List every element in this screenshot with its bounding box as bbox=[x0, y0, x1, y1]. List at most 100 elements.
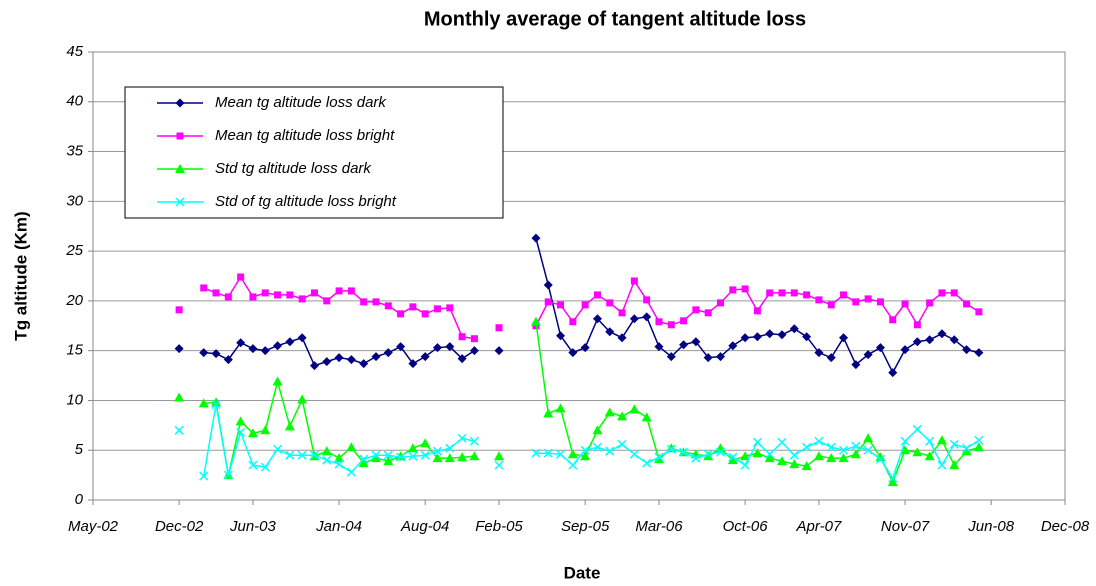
marker bbox=[777, 456, 788, 466]
marker bbox=[420, 450, 430, 460]
marker bbox=[839, 333, 849, 343]
marker bbox=[555, 403, 566, 413]
marker bbox=[617, 411, 628, 421]
legend-label: Std tg altitude loss dark bbox=[215, 160, 372, 177]
marker bbox=[752, 437, 762, 447]
marker bbox=[667, 321, 675, 329]
marker bbox=[569, 318, 577, 326]
marker bbox=[568, 460, 578, 470]
marker bbox=[235, 416, 246, 426]
marker bbox=[432, 446, 443, 456]
x-tick-label: Jan-04 bbox=[315, 518, 362, 535]
marker bbox=[912, 447, 923, 457]
marker bbox=[691, 337, 701, 347]
marker bbox=[838, 453, 849, 463]
marker bbox=[961, 446, 972, 456]
marker bbox=[740, 460, 750, 470]
marker bbox=[752, 332, 762, 342]
marker bbox=[236, 427, 246, 437]
marker bbox=[261, 289, 269, 297]
marker bbox=[580, 445, 590, 455]
x-tick-label: Mar-06 bbox=[635, 518, 683, 535]
marker bbox=[592, 314, 602, 324]
marker bbox=[863, 350, 873, 360]
marker bbox=[803, 291, 811, 299]
marker bbox=[420, 438, 431, 448]
marker bbox=[740, 333, 750, 343]
marker bbox=[568, 348, 578, 358]
marker bbox=[297, 333, 307, 343]
marker bbox=[875, 452, 886, 462]
marker bbox=[260, 346, 270, 356]
marker bbox=[605, 446, 615, 456]
marker bbox=[360, 298, 368, 306]
marker bbox=[358, 458, 369, 468]
marker bbox=[531, 233, 541, 243]
marker bbox=[346, 467, 356, 477]
marker bbox=[371, 450, 381, 460]
marker bbox=[174, 392, 185, 402]
y-tick-label: 15 bbox=[66, 342, 83, 359]
marker bbox=[383, 348, 393, 358]
marker bbox=[728, 452, 738, 462]
y-tick-label: 45 bbox=[66, 43, 83, 60]
marker bbox=[703, 353, 713, 363]
y-axis-label: Tg altitude (Km) bbox=[11, 211, 30, 340]
marker bbox=[765, 449, 775, 459]
marker bbox=[789, 459, 800, 469]
marker bbox=[826, 353, 836, 363]
marker bbox=[273, 341, 283, 351]
marker bbox=[937, 460, 947, 470]
marker bbox=[704, 309, 712, 317]
plot-border bbox=[92, 51, 1066, 501]
marker bbox=[863, 445, 873, 455]
marker bbox=[457, 354, 467, 364]
marker bbox=[359, 359, 369, 369]
marker bbox=[396, 342, 406, 352]
marker bbox=[802, 332, 812, 342]
marker bbox=[766, 289, 774, 297]
marker bbox=[703, 451, 714, 461]
marker bbox=[973, 442, 984, 452]
x-tick-label: Nov-07 bbox=[881, 518, 930, 535]
y-tick-label: 40 bbox=[66, 93, 83, 110]
marker bbox=[543, 408, 554, 418]
series-line bbox=[203, 275, 980, 340]
marker bbox=[926, 299, 934, 307]
marker bbox=[864, 295, 872, 303]
marker bbox=[199, 348, 209, 358]
marker bbox=[655, 318, 663, 326]
marker bbox=[236, 338, 246, 348]
marker bbox=[975, 308, 983, 316]
marker bbox=[715, 352, 725, 362]
marker bbox=[666, 444, 676, 454]
marker bbox=[925, 436, 935, 446]
marker bbox=[629, 314, 639, 324]
marker bbox=[962, 345, 972, 355]
legend-label: Mean tg altitude loss dark bbox=[215, 94, 387, 111]
marker bbox=[384, 302, 392, 310]
x-tick-label: Sep-05 bbox=[561, 518, 610, 535]
marker bbox=[912, 424, 922, 434]
marker bbox=[924, 451, 935, 461]
marker bbox=[470, 335, 478, 343]
marker bbox=[434, 305, 442, 313]
marker bbox=[421, 310, 429, 318]
marker bbox=[175, 306, 183, 314]
marker bbox=[691, 453, 701, 463]
marker bbox=[741, 285, 749, 293]
marker bbox=[408, 451, 418, 461]
marker bbox=[840, 291, 848, 299]
marker bbox=[334, 453, 345, 463]
series-line bbox=[202, 404, 980, 480]
marker bbox=[248, 460, 258, 470]
marker bbox=[703, 449, 713, 459]
marker bbox=[285, 450, 295, 460]
marker bbox=[629, 449, 639, 459]
marker bbox=[850, 449, 861, 459]
marker bbox=[200, 284, 208, 292]
marker bbox=[247, 428, 258, 438]
x-tick-label: Jun-03 bbox=[229, 518, 277, 535]
marker bbox=[407, 443, 418, 453]
marker bbox=[974, 435, 984, 445]
